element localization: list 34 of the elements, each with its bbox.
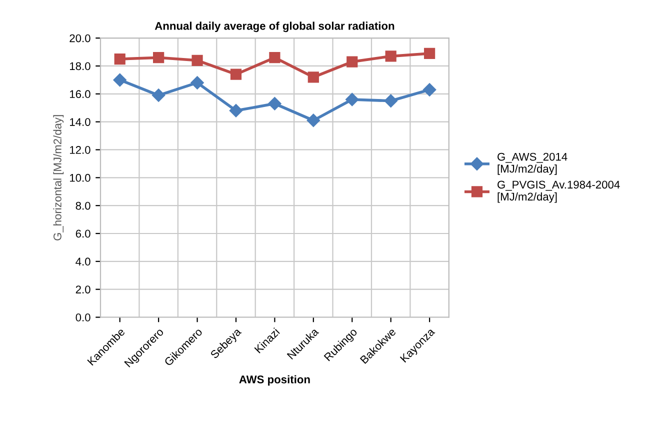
point [306, 114, 320, 128]
chart-title: Annual daily average of global solar radiation [154, 22, 394, 32]
point [346, 92, 359, 106]
point [384, 94, 398, 108]
y-tick-label: 4.0 [76, 258, 90, 266]
y-tick-label: 16.0 [70, 90, 90, 98]
point [346, 56, 358, 68]
point [385, 50, 396, 62]
point [422, 83, 436, 96]
y-tick-label: 0.0 [76, 314, 90, 322]
point [268, 97, 282, 110]
point [308, 72, 319, 83]
y-tick-label: 12.0 [70, 146, 90, 154]
y-tick-label: 18.0 [70, 62, 90, 70]
y-axis-title: G_horizontal [MJ/m2/day] [53, 115, 64, 240]
point [190, 76, 204, 90]
y-tick-label: 2.0 [76, 286, 90, 294]
legend-label: G_PVGIS_Av.1984-2004 [MJ/m2/day] [498, 180, 620, 203]
point [113, 73, 126, 87]
y-tick-label: 20.0 [70, 34, 90, 42]
point [152, 88, 166, 102]
point [192, 54, 203, 66]
point [229, 104, 243, 118]
x-axis-title: AWS position [239, 375, 310, 386]
point [269, 52, 280, 64]
point [230, 68, 242, 80]
point [153, 52, 164, 64]
y-tick-label: 10.0 [70, 174, 90, 182]
legend-label: G_AWS_2014 [MJ/m2/day] [498, 152, 568, 175]
y-tick-label: 8.0 [76, 202, 90, 210]
point [424, 48, 436, 59]
point [114, 53, 126, 65]
y-tick-label: 14.0 [70, 118, 90, 126]
y-tick-label: 6.0 [76, 230, 90, 238]
